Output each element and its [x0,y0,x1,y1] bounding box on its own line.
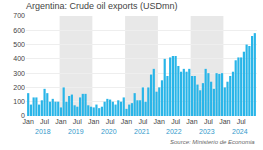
svg-text:Jul: Jul [138,118,147,125]
svg-text:300: 300 [13,70,25,77]
svg-text:Jan: Jan [121,118,132,125]
svg-text:Jan: Jan [55,118,66,125]
svg-text:Argentina: Crude oil exports (: Argentina: Crude oil exports (USDmn) [26,1,178,11]
svg-text:Jan: Jan [186,118,197,125]
svg-text:200: 200 [13,84,25,91]
svg-text:2023: 2023 [199,128,215,135]
svg-text:Jan: Jan [88,118,99,125]
svg-text:Jul: Jul [40,118,49,125]
svg-text:Jul: Jul [171,118,180,125]
svg-text:2022: 2022 [166,128,182,135]
svg-text:2018: 2018 [35,128,51,135]
svg-text:600: 600 [13,27,25,34]
svg-text:Jul: Jul [73,118,82,125]
svg-text:100: 100 [13,98,25,105]
svg-text:Jul: Jul [204,118,213,125]
svg-text:Jan: Jan [154,118,165,125]
svg-text:2019: 2019 [68,128,84,135]
svg-text:0: 0 [21,112,25,119]
svg-text:Source: Ministerio de Economia: Source: Ministerio de Economia [170,139,255,145]
svg-text:500: 500 [13,41,25,48]
svg-text:Jan: Jan [219,118,230,125]
svg-text:2020: 2020 [101,128,117,135]
svg-text:2024: 2024 [232,128,248,135]
svg-text:Jul: Jul [106,118,115,125]
svg-text:700: 700 [13,12,25,19]
svg-text:400: 400 [13,55,25,62]
svg-text:Jan: Jan [23,118,34,125]
svg-text:Jul: Jul [237,118,246,125]
svg-text:2021: 2021 [134,128,150,135]
